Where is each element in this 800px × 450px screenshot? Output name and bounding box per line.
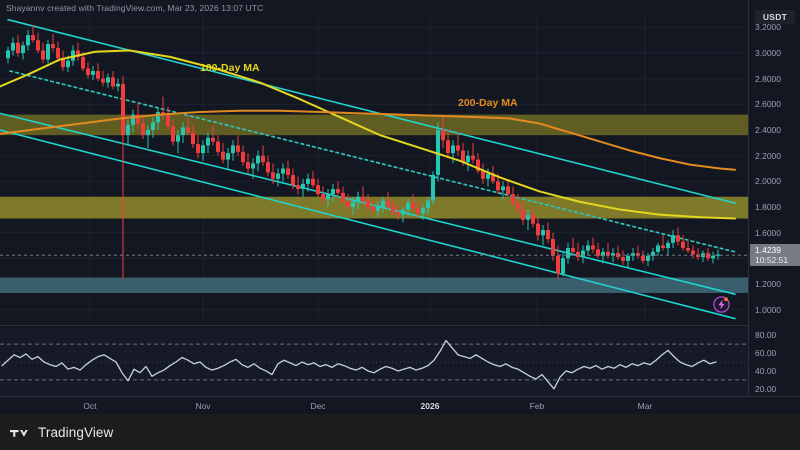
tradingview-wordmark: TradingView [38,424,114,440]
symbol-currency-badge: USDT [755,10,795,24]
current-price-time: 10:52:51 [755,255,789,266]
time-scale[interactable]: Oct Nov Dec 2026 Feb Mar [0,396,800,415]
price-scale-tick: 2.6000 [755,99,781,110]
descending-upper-channel [7,18,736,204]
price-scale-tick: 2.8000 [755,73,781,84]
price-scale[interactable]: USDT 3.2000 3.0000 2.8000 2.6000 2.4000 2.200… [748,0,800,410]
price-scale-tick: 2.0000 [755,176,781,187]
price-scale-tick: 3.0000 [755,48,781,59]
rsi-scale-tick: 20.00 [755,383,777,394]
time-scale-tick: Mar [637,401,653,411]
price-chart-svg [0,12,748,325]
time-scale-tick: Oct [83,401,97,411]
time-scale-tick: 2026 [420,401,440,411]
price-scale-tick: 1.8000 [755,201,781,212]
rsi-scale-tick: 60.00 [755,348,777,359]
time-scale-tick: Dec [310,401,326,411]
moving-average-line [0,49,736,220]
tradingview-logo-icon [10,429,28,437]
rsi-indicator-pane[interactable] [0,328,748,396]
lightning-alert-icon[interactable] [713,296,730,313]
rsi-chart-svg [0,339,748,390]
ma200-annotation-label: 200-Day MA [458,97,518,109]
price-scale-tick: 1.2000 [755,278,781,289]
price-scale-tick: 1.6000 [755,227,781,238]
ma100-annotation-label: 100-Day MA [200,62,260,74]
price-scale-tick: 2.2000 [755,150,781,161]
price-scale-tick: 2.4000 [755,125,781,136]
moving-average-line [0,109,736,171]
rsi-line [1,339,717,390]
dotted-resistance-trend [9,70,736,253]
price-scale-tick: 3.2000 [755,22,781,33]
candlestick-series [6,24,720,279]
rsi-scale-tick: 40.00 [755,365,777,376]
tradingview-logo[interactable]: TradingView [10,425,113,440]
footer-bar: TradingView [0,414,800,450]
time-scale-tick: Nov [195,401,211,411]
price-chart-pane[interactable] [0,12,748,325]
current-price-tag[interactable]: 1.4239 10:52:51 [750,244,800,267]
time-scale-tick: Feb [529,401,545,411]
pane-divider [0,325,748,326]
price-scale-tick: 1.0000 [755,304,781,315]
current-price-value: 1.4239 [755,245,781,256]
attribution-watermark: Shayannv created with TradingView.com, M… [6,3,264,13]
rsi-scale-tick: 80.00 [755,330,777,341]
lower-support-zone [0,277,748,293]
